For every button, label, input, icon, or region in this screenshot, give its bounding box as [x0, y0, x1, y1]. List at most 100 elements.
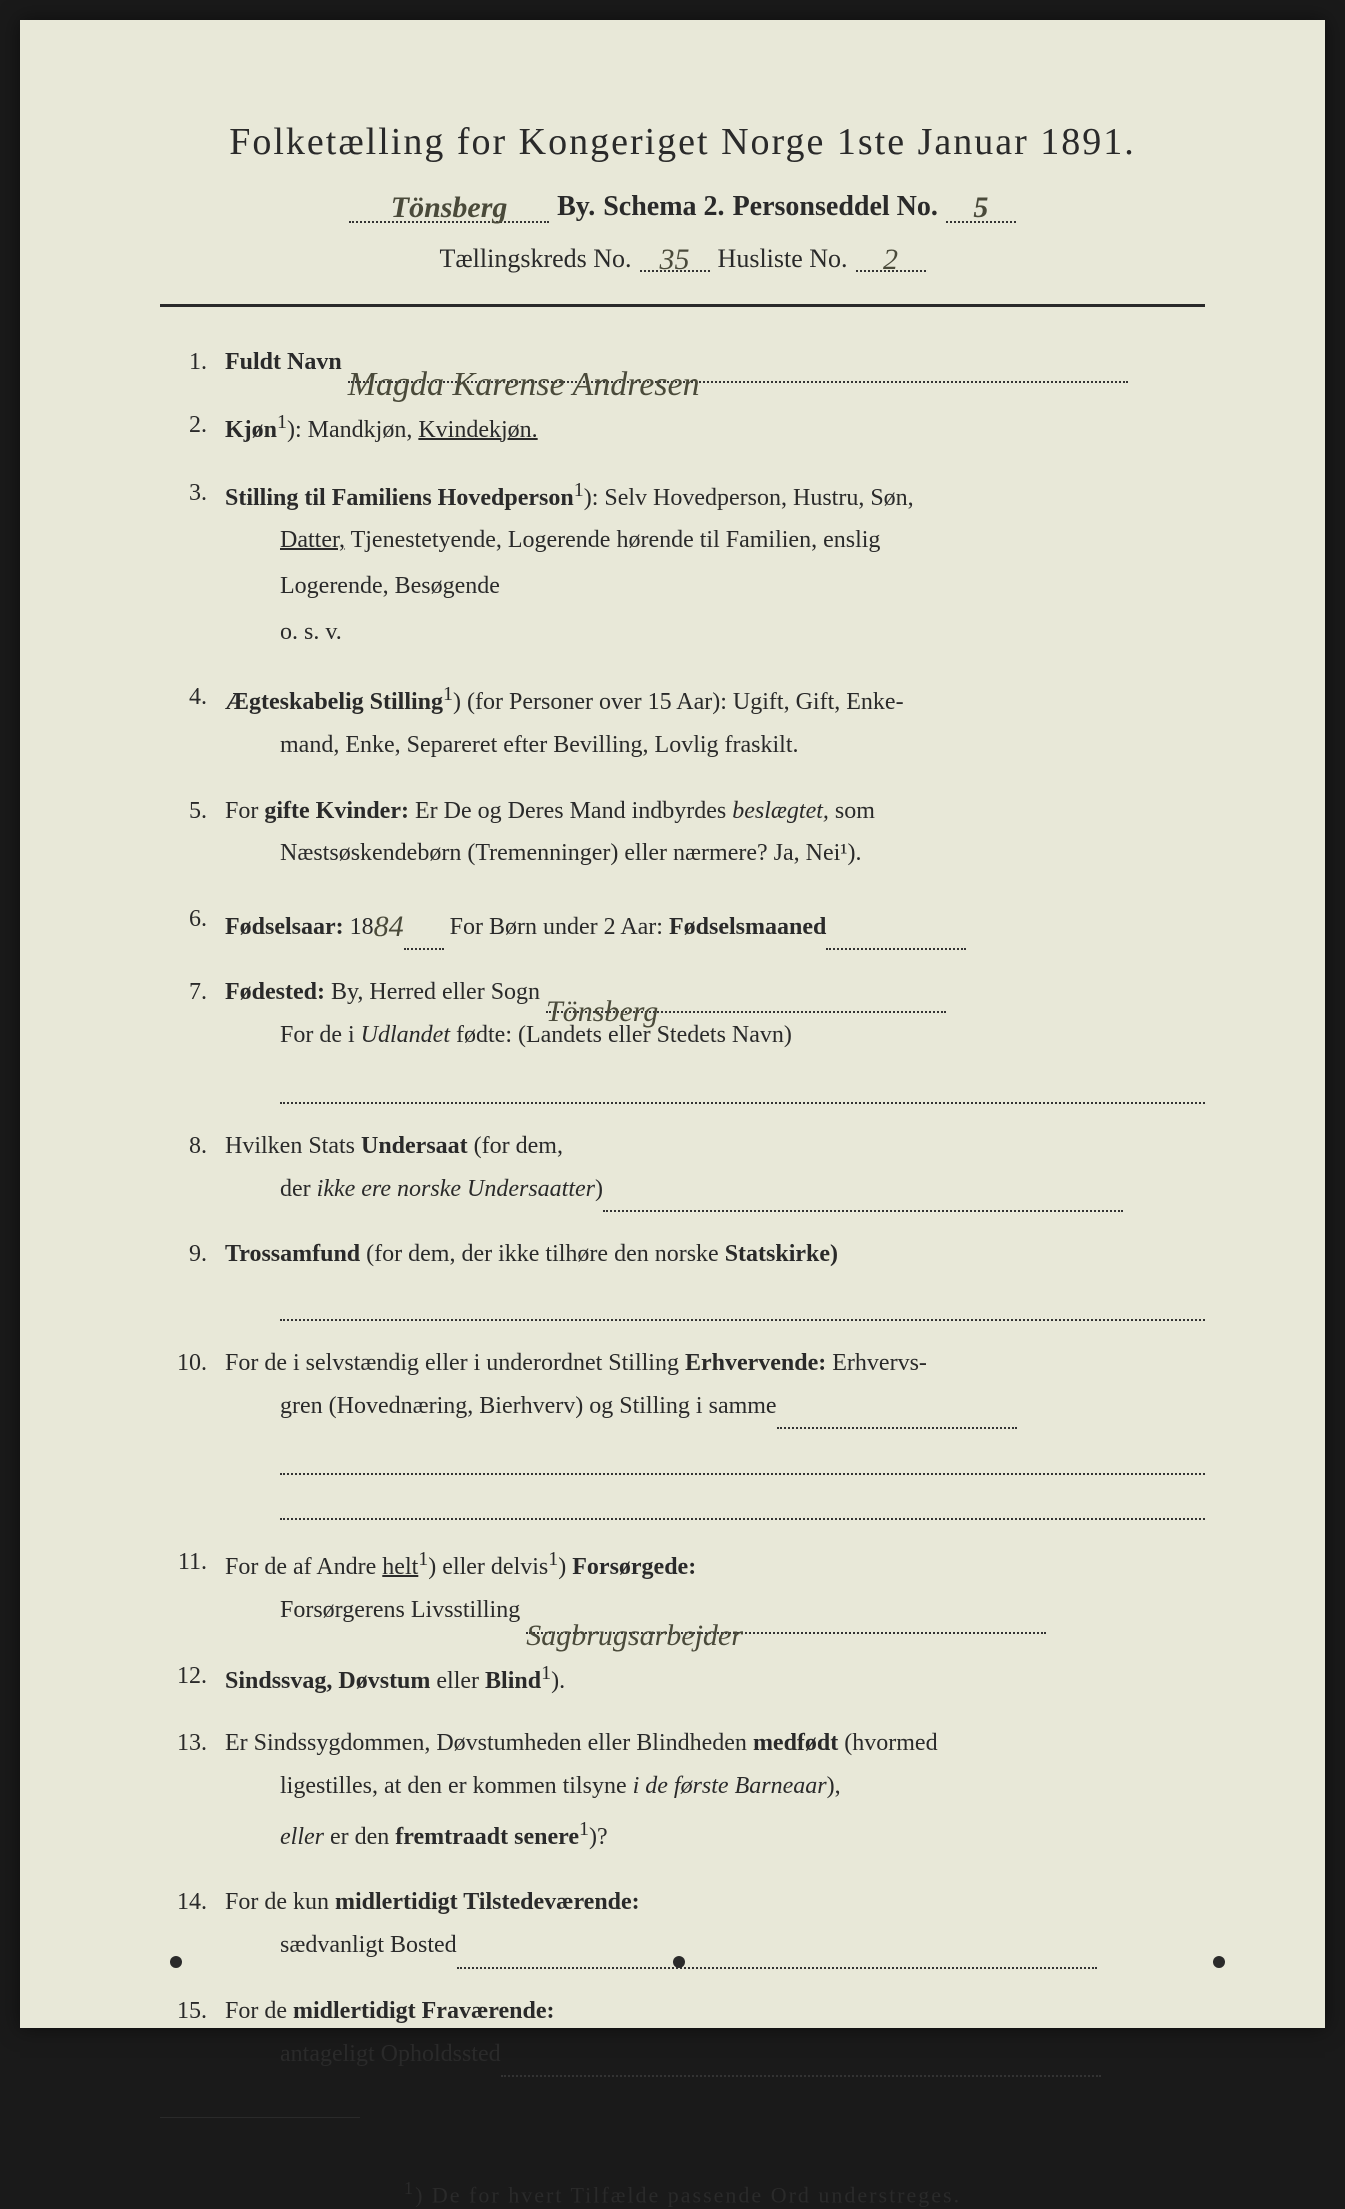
- field-label: midlertidigt Tilstedeværende:: [335, 1889, 640, 1915]
- schema-label: Schema 2.: [603, 191, 724, 223]
- field-text: (hvormed: [838, 1730, 937, 1756]
- item-body: For de af Andre helt1) eller delvis1) Fo…: [225, 1542, 1205, 1633]
- kreds-field: 35: [640, 241, 710, 272]
- husliste-field: 2: [856, 241, 926, 272]
- field-text: Er Sindssygdommen, Døvstumheden eller Bl…: [225, 1730, 753, 1756]
- continuation-line: ligestilles, at den er kommen tilsyne i …: [225, 1764, 1205, 1810]
- blank-line: [280, 1446, 1205, 1475]
- continuation-line: o. s. v.: [225, 610, 1205, 656]
- census-form-page: Folketælling for Kongeriget Norge 1ste J…: [20, 20, 1325, 2028]
- by-label: By.: [557, 191, 595, 223]
- item-body: For de kun midlertidigt Tilstedeværende:…: [225, 1882, 1205, 1968]
- item-13: 13. Er Sindssygdommen, Døvstumheden elle…: [170, 1723, 1205, 1860]
- item-body: For gifte Kvinder: Er De og Deres Mand i…: [225, 791, 1205, 877]
- city-field: Tönsberg: [349, 189, 549, 223]
- month-field: [826, 921, 966, 950]
- item-body: Kjøn1): Mandkjøn, Kvindekjøn.: [225, 405, 1205, 451]
- footnote-ref: 1: [579, 1818, 589, 1840]
- field-text: For de kun: [225, 1889, 335, 1915]
- field-text: der: [280, 1176, 317, 1202]
- field-text: ligestilles, at den er kommen tilsyne: [280, 1773, 633, 1799]
- item-7: 7. Fødested: By, Herred eller Sogn Tönsb…: [170, 972, 1205, 1104]
- item-body: Sindssvag, Døvstum eller Blind1).: [225, 1656, 1205, 1702]
- punch-mark-icon: [673, 1956, 685, 1968]
- field-text: ): [558, 1554, 572, 1580]
- item-number: 7.: [170, 972, 225, 1104]
- emphasis: eller: [280, 1824, 324, 1850]
- year-value: 84: [374, 910, 404, 943]
- item-number: 5.: [170, 791, 225, 877]
- name-field: Magda Karense Andresen: [348, 354, 1128, 383]
- field-label: Stilling til Familiens Hovedperson: [225, 485, 574, 511]
- field-text: (for dem,: [468, 1133, 563, 1159]
- blank-line: [603, 1184, 1123, 1213]
- field-text: eller: [430, 1668, 485, 1694]
- field-text: ): Mandkjøn,: [287, 417, 418, 443]
- item-5: 5. For gifte Kvinder: Er De og Deres Man…: [170, 791, 1205, 877]
- field-text: Er De og Deres Mand indbyrdes: [409, 798, 732, 824]
- continuation-line: der ikke ere norske Undersaatter): [225, 1167, 1205, 1213]
- footnote-ref: 1: [418, 1548, 428, 1570]
- continuation-line: For de i Udlandet fødte: (Landets eller …: [225, 1013, 1205, 1059]
- item-number: 3.: [170, 473, 225, 656]
- item-4: 4. Ægteskabelig Stilling1) (for Personer…: [170, 677, 1205, 768]
- footnote-ref: 1: [443, 683, 453, 705]
- continuation-line: Forsørgerens Livsstilling Sagbrugsarbejd…: [225, 1588, 1205, 1634]
- item-body: Stilling til Familiens Hovedperson1): Se…: [225, 473, 1205, 656]
- footnote-text: ) De for hvert Tilfælde passende Ord und…: [415, 2183, 961, 2208]
- field-label: Trossamfund: [225, 1241, 360, 1267]
- field-text: Forsørgerens Livsstilling: [280, 1597, 520, 1623]
- field-label: Erhvervende:: [685, 1350, 826, 1376]
- field-text: ) (for Personer over 15 Aar): Ugift, Gif…: [453, 689, 904, 715]
- field-label: fremtraadt senere: [395, 1824, 579, 1850]
- field-label: Sindssvag, Døvstum: [225, 1668, 430, 1694]
- field-text: er den: [324, 1824, 395, 1850]
- blank-line: [501, 2048, 1101, 2077]
- item-14: 14. For de kun midlertidigt Tilstedevære…: [170, 1882, 1205, 1968]
- subtitle-row-2: Tællingskreds No. 35 Husliste No. 2: [160, 241, 1205, 274]
- form-header: Folketælling for Kongeriget Norge 1ste J…: [160, 120, 1205, 274]
- footnote-sup: 1: [404, 2178, 415, 2198]
- item-10: 10. For de i selvstændig eller i underor…: [170, 1343, 1205, 1521]
- field-text: For de i: [280, 1022, 361, 1048]
- field-label: Statskirke): [725, 1241, 838, 1267]
- item-body: Trossamfund (for dem, der ikke tilhøre d…: [225, 1234, 1205, 1320]
- selected-option: helt: [382, 1554, 418, 1580]
- selected-option: Kvindekjøn.: [418, 417, 537, 443]
- footnote-divider: [160, 2117, 360, 2118]
- field-label: gifte Kvinder:: [264, 798, 409, 824]
- continuation-line: Datter, Tjenestetyende, Logerende hørend…: [225, 518, 1205, 564]
- field-label: Forsørgede:: [572, 1554, 696, 1580]
- item-number: 10.: [170, 1343, 225, 1521]
- item-11: 11. For de af Andre helt1) eller delvis1…: [170, 1542, 1205, 1633]
- field-text: For Børn under 2 Aar:: [450, 914, 669, 940]
- item-number: 8.: [170, 1126, 225, 1212]
- field-label: Fuldt Navn: [225, 349, 342, 375]
- field-text: For: [225, 798, 264, 824]
- item-9: 9. Trossamfund (for dem, der ikke tilhør…: [170, 1234, 1205, 1320]
- blank-line: [280, 1292, 1205, 1321]
- field-text: (for dem, der ikke tilhøre den norske: [360, 1241, 725, 1267]
- blank-line: [457, 1940, 1097, 1969]
- punch-mark-icon: [170, 1956, 182, 1968]
- emphasis: i de første Barneaar: [633, 1773, 827, 1799]
- item-number: 11.: [170, 1542, 225, 1633]
- header-divider: [160, 304, 1205, 307]
- continuation-line: [225, 1275, 1205, 1321]
- field-label: Blind: [485, 1668, 541, 1694]
- birthplace-field: Tönsberg: [546, 984, 946, 1013]
- field-label: Fødselsmaaned: [669, 914, 826, 940]
- field-text: )?: [589, 1824, 608, 1850]
- year-prefix: 18: [350, 914, 374, 940]
- field-text: ): Selv Hovedperson, Hustru, Søn,: [584, 485, 914, 511]
- item-body: Fødested: By, Herred eller Sogn Tönsberg…: [225, 972, 1205, 1104]
- item-number: 9.: [170, 1234, 225, 1320]
- footnote-ref: 1: [277, 411, 287, 433]
- selected-option: Datter,: [280, 527, 345, 553]
- field-text: By, Herred eller Sogn: [325, 979, 540, 1005]
- field-label: Fødselsaar:: [225, 914, 344, 940]
- field-text: ) eller delvis: [428, 1554, 548, 1580]
- continuation-line: mand, Enke, Separeret efter Bevilling, L…: [225, 723, 1205, 769]
- item-body: Fødselsaar: 1884 For Børn under 2 Aar: F…: [225, 899, 1205, 950]
- continuation-line: Logerende, Besøgende: [225, 564, 1205, 610]
